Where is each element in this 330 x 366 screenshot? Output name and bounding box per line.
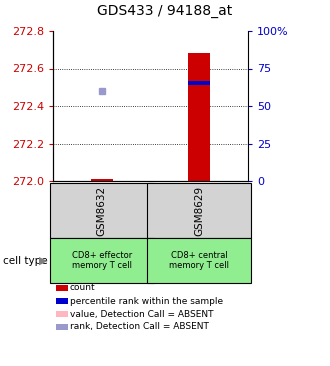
Bar (188, 53, 210, 81)
Text: rank, Detection Call = ABSENT: rank, Detection Call = ABSENT (70, 322, 209, 332)
Text: percentile rank within the sample: percentile rank within the sample (70, 296, 223, 306)
Text: cell type: cell type (3, 255, 48, 265)
Text: CD8+ central
memory T cell: CD8+ central memory T cell (169, 251, 229, 270)
Bar (91, 179, 113, 181)
Text: GSM8632: GSM8632 (97, 186, 107, 236)
Text: GSM8629: GSM8629 (194, 186, 204, 236)
Bar (188, 81, 210, 85)
Text: count: count (70, 284, 96, 292)
Text: ▶: ▶ (39, 255, 47, 265)
Text: CD8+ effector
memory T cell: CD8+ effector memory T cell (72, 251, 132, 270)
Bar (188, 85, 210, 181)
Text: value, Detection Call = ABSENT: value, Detection Call = ABSENT (70, 310, 214, 318)
Text: GDS433 / 94188_at: GDS433 / 94188_at (97, 4, 233, 18)
